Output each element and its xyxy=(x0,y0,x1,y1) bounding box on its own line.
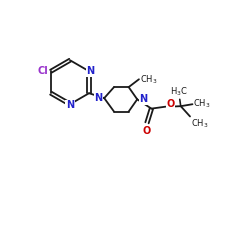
Text: O: O xyxy=(166,99,175,109)
Text: N: N xyxy=(86,66,94,76)
Text: N: N xyxy=(139,94,147,104)
Text: N: N xyxy=(66,100,74,110)
Text: CH$_3$: CH$_3$ xyxy=(140,73,158,86)
Text: N: N xyxy=(94,92,102,102)
Text: Cl: Cl xyxy=(38,66,48,76)
Text: O: O xyxy=(142,126,151,136)
Text: CH$_3$: CH$_3$ xyxy=(194,98,211,110)
Text: H$_3$C: H$_3$C xyxy=(170,86,188,98)
Text: CH$_3$: CH$_3$ xyxy=(191,118,208,130)
